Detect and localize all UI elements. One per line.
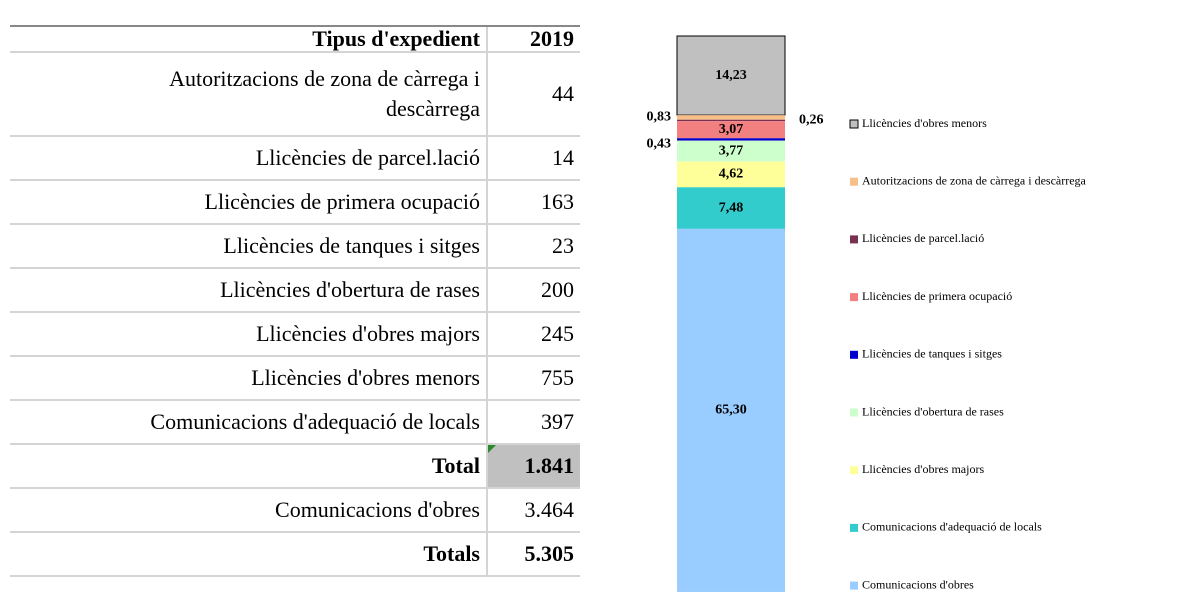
table-row: Llicències de primera ocupació 163 (10, 180, 580, 225)
table-cell: Llicències d'obres menors (10, 356, 487, 401)
header-cell: Tipus d'expedient (10, 25, 487, 53)
legend-swatch (850, 581, 858, 590)
data-label: 7,48 (719, 200, 744, 215)
header-row: Tipus d'expedient 2019 (10, 25, 580, 53)
bar-segment (677, 228, 785, 592)
legend-swatch (850, 466, 858, 475)
table-row: Autoritzacions de zona de càrrega i desc… (10, 52, 580, 137)
legend-swatch (850, 523, 858, 532)
data-label: 4,62 (719, 167, 744, 182)
legend-swatch (850, 408, 858, 417)
table-cell: Llicències de tanques i sitges (10, 224, 487, 269)
bar-segment (677, 115, 785, 120)
table-cell: 245 (486, 312, 580, 357)
table-cell: 200 (486, 268, 580, 313)
table-row: Totals 5.305 (10, 532, 580, 577)
legend-label: Llicències de primera ocupació (862, 289, 1012, 303)
legend-label: Llicències d'obres majors (862, 462, 984, 476)
table-cell: 23 (486, 224, 580, 269)
data-label: 0,26 (799, 113, 824, 128)
bar-segment (676, 35, 786, 116)
legend-swatch (849, 119, 859, 129)
data-table: Tipus d'expedient 2019 Autoritzacions de z… (10, 25, 580, 577)
legend-swatch (850, 293, 858, 302)
table-cell: Autoritzacions de zona de càrrega i desc… (10, 52, 487, 137)
table-cell: 3.464 (486, 488, 580, 533)
table-cell: 5.305 (486, 532, 580, 577)
table-row: Llicències d'obertura de rases 200 (10, 268, 580, 313)
table-cell: 163 (486, 180, 580, 225)
bar-segment (677, 187, 785, 229)
table-cell: 14 (486, 136, 580, 181)
data-label: 0,83 (647, 110, 672, 125)
legend-label: Llicències d'obertura de rases (862, 404, 1004, 418)
table-cell: Total (10, 444, 487, 489)
table-cell: 397 (486, 400, 580, 445)
legend-label: Comunicacions d'obres (862, 577, 974, 591)
legend-label: Comunicacions d'adequació de locals (862, 520, 1042, 534)
bar-segment (677, 161, 785, 188)
legend-label: Llicències de parcel.lació (862, 231, 984, 245)
legend-label: Llicències de tanques i sitges (862, 347, 1002, 361)
table-cell: 1.841 (486, 444, 580, 489)
data-label: 3,77 (719, 143, 744, 158)
table-row: Comunicacions d'obres 3.464 (10, 488, 580, 533)
table-row: Llicències d'obres majors 245 (10, 312, 580, 357)
data-label: 0,43 (647, 137, 672, 152)
data-label: 65,30 (715, 403, 747, 418)
table-cell: Totals (10, 532, 487, 577)
table-cell: Llicències de primera ocupació (10, 180, 487, 225)
table-cell: Comunicacions d'adequació de locals (10, 400, 487, 445)
bar-segment (677, 119, 785, 122)
table-cell: Comunicacions d'obres (10, 488, 487, 533)
bar-segment (677, 138, 785, 141)
legend-label: Llicències d'obres menors (862, 116, 987, 130)
table-cell: Llicències d'obertura de rases (10, 268, 487, 313)
bar-segment (677, 121, 785, 139)
legend-swatch (850, 235, 858, 244)
table-cell: Llicències de parcel.lació (10, 136, 487, 181)
table-row: Llicències de tanques i sitges 23 (10, 224, 580, 269)
data-label: 14,23 (715, 68, 747, 83)
table-row: Total 1.841 (10, 444, 580, 489)
legend-label: Autoritzacions de zona de càrrega i desc… (862, 173, 1087, 187)
legend-swatch (850, 350, 858, 359)
table-row: Llicències de parcel.lació 14 (10, 136, 580, 181)
legend-swatch (850, 177, 858, 186)
table-cell: 44 (486, 52, 580, 137)
table-cell: Llicències d'obres majors (10, 312, 487, 357)
table-row: Llicències d'obres menors 755 (10, 356, 580, 401)
bar-segment (677, 140, 785, 162)
table-row: Comunicacions d'adequació de locals 397 (10, 400, 580, 445)
table-cell: 755 (486, 356, 580, 401)
header-cell: 2019 (486, 25, 580, 53)
data-label: 3,07 (719, 122, 744, 137)
